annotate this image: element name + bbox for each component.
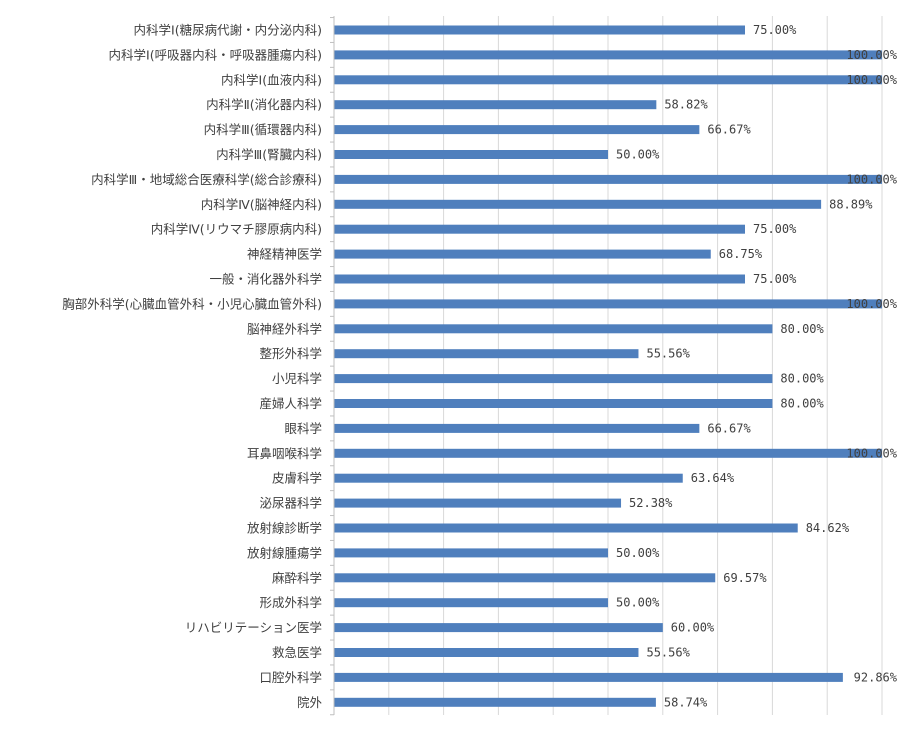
bar <box>334 75 882 85</box>
data-label: 100.00% <box>846 297 897 311</box>
bar <box>334 125 700 135</box>
bar <box>334 648 639 657</box>
bar <box>334 623 663 633</box>
y-axis <box>330 16 335 716</box>
category-label: 皮膚科学 <box>272 471 322 486</box>
bar <box>334 324 773 334</box>
category-label: 形成外科学 <box>259 595 322 610</box>
category-label: 一般・消化器外科学 <box>209 272 322 287</box>
bar <box>334 274 745 284</box>
data-label: 55.56% <box>646 347 690 361</box>
data-label: 100.00% <box>846 172 897 186</box>
data-label: 66.67% <box>707 123 751 137</box>
bar <box>334 423 700 433</box>
bar <box>334 299 882 309</box>
category-label: リハビリテーション医学 <box>185 620 322 635</box>
category-label: 放射線腫瘍学 <box>247 545 322 560</box>
data-label: 58.74% <box>664 695 708 709</box>
bars <box>334 25 882 707</box>
data-label: 69.57% <box>723 571 767 585</box>
bar <box>334 25 745 35</box>
data-label: 88.89% <box>829 197 873 211</box>
data-label: 100.00% <box>846 446 897 460</box>
bar <box>334 150 608 159</box>
bar <box>334 448 882 458</box>
data-label: 50.00% <box>616 596 660 610</box>
category-label: 救急医学 <box>272 645 322 660</box>
data-label: 58.82% <box>664 98 708 112</box>
category-label: 胸部外科学(心臓血管外科・小児心臓血管外科) <box>62 296 322 311</box>
category-label: 放射線診断学 <box>247 521 322 536</box>
category-label: 内科学Ⅰ(呼吸器内科・呼吸器腫瘍内科) <box>109 47 322 62</box>
data-label: 92.86% <box>854 670 898 684</box>
category-label: 口腔外科学 <box>259 670 322 685</box>
bar <box>334 374 773 384</box>
gridlines <box>388 16 883 715</box>
category-label: 内科学Ⅲ・地域総合医療科学(総合診療科) <box>91 172 322 187</box>
bar <box>334 598 608 608</box>
category-label: 麻酔科学 <box>272 570 322 585</box>
data-label: 84.62% <box>806 521 850 535</box>
data-label: 80.00% <box>780 322 824 336</box>
bar <box>334 573 716 583</box>
data-label: 75.00% <box>753 222 797 236</box>
category-label: 整形外科学 <box>259 346 322 361</box>
data-label: 100.00% <box>846 48 897 62</box>
category-label: 内科学Ⅳ(リウマチ膠原病内科) <box>151 222 322 237</box>
data-label: 63.64% <box>691 471 735 485</box>
category-label: 内科学Ⅲ(腎臓内科) <box>216 147 322 162</box>
category-label: 内科学Ⅲ(循環器内科) <box>204 122 322 137</box>
category-label: 小児科学 <box>272 371 322 386</box>
bar <box>334 498 622 508</box>
category-label: 産婦人科学 <box>259 396 322 411</box>
bar <box>334 249 711 259</box>
category-label: 内科学Ⅱ(消化器内科) <box>206 97 322 112</box>
data-label: 52.38% <box>629 496 673 510</box>
data-label: 50.00% <box>616 546 660 560</box>
bar <box>334 548 608 558</box>
bar <box>334 100 657 110</box>
category-label: 神経精神医学 <box>247 247 322 262</box>
bar <box>334 523 798 533</box>
data-label: 80.00% <box>780 397 824 411</box>
category-label: 眼科学 <box>284 421 322 436</box>
category-labels: 内科学Ⅰ(糖尿病代謝・内分泌内科) 内科学Ⅰ(呼吸器内科・呼吸器腫瘍内科) 内科学Ⅰ… <box>62 23 322 710</box>
bar <box>334 697 656 707</box>
bar <box>334 399 773 408</box>
bar <box>334 672 843 682</box>
bar <box>334 473 683 483</box>
data-label: 50.00% <box>616 148 660 162</box>
category-label: 脳神経外科学 <box>247 321 322 336</box>
category-label: 内科学Ⅰ(血液内科) <box>221 72 322 87</box>
category-label: 泌尿器科学 <box>259 496 322 511</box>
data-label: 80.00% <box>780 372 824 386</box>
bar <box>334 174 882 184</box>
data-label: 55.56% <box>646 646 690 660</box>
data-label: 100.00% <box>846 73 897 87</box>
bar <box>334 50 882 60</box>
category-label: 内科学Ⅳ(脳神経内科) <box>201 197 322 212</box>
data-label: 68.75% <box>719 247 763 261</box>
category-label: 内科学Ⅰ(糖尿病代謝・内分泌内科) <box>134 23 322 38</box>
data-label: 66.67% <box>707 421 751 435</box>
bar <box>334 349 639 359</box>
category-label: 耳鼻咽喉科学 <box>247 446 322 461</box>
category-label: 院外 <box>297 695 323 710</box>
data-label: 75.00% <box>753 272 797 286</box>
bar <box>334 199 822 209</box>
data-label: 75.00% <box>753 23 797 37</box>
data-label: 60.00% <box>671 621 715 635</box>
value-labels: 75.00% 100.00% 100.00% 58.82% 66.67% 50.00% 10… <box>616 23 898 709</box>
bar <box>334 224 745 234</box>
